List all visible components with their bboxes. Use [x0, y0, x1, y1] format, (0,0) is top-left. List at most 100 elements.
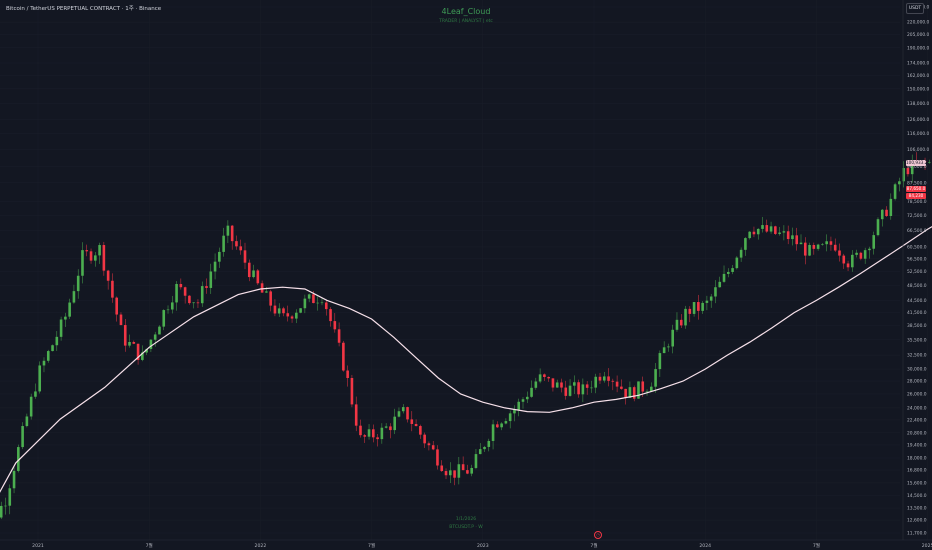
candle-body: [615, 381, 619, 387]
currency-badge[interactable]: USDT: [906, 3, 924, 14]
candle-body: [774, 226, 777, 234]
candle-body: [410, 419, 414, 424]
candle-body: [496, 424, 499, 428]
candle-body: [320, 302, 324, 304]
candle-body: [235, 241, 238, 247]
y-tick-label: 72,500.0: [907, 213, 927, 219]
price-axis: 240,000.0220,000.0205,000.0190,000.0174,…: [902, 0, 930, 540]
candle-body: [791, 235, 794, 240]
watermark-symbol: BTCUSDT.P · W: [449, 525, 483, 530]
candle-body: [466, 470, 469, 474]
candle-body: [453, 470, 456, 478]
y-tick-label: 78,500.0: [907, 199, 927, 205]
candle-body: [38, 365, 42, 392]
candle-body: [145, 348, 148, 353]
candle-body: [290, 316, 294, 319]
candle-body: [444, 471, 448, 476]
candle-body: [679, 319, 683, 326]
candle-body: [735, 257, 739, 269]
candle-body: [684, 308, 687, 326]
candle-body: [46, 351, 50, 361]
candle-body: [842, 255, 846, 264]
candle-body: [889, 198, 893, 217]
candles-layer: [0, 152, 931, 520]
candle-body: [230, 225, 234, 242]
candle-body: [98, 245, 101, 256]
candle-body: [218, 251, 221, 262]
y-tick-label: 38,500.0: [907, 323, 927, 329]
candle-body: [312, 294, 315, 304]
candle-body: [183, 287, 187, 296]
candle-body: [307, 294, 311, 299]
candle-body: [457, 464, 461, 478]
candle-body: [688, 308, 692, 314]
candle-body: [876, 219, 880, 236]
candle-body: [34, 391, 37, 397]
candle-body: [906, 168, 910, 175]
candle-body: [560, 382, 563, 388]
candle-body: [132, 342, 136, 344]
candle-body: [598, 376, 602, 381]
candle-body: [384, 426, 388, 428]
candle-body: [461, 464, 465, 471]
candle-body: [547, 376, 550, 379]
candle-body: [273, 305, 277, 314]
candle-body: [397, 411, 401, 417]
candle-body: [299, 308, 302, 313]
candle-body: [200, 286, 204, 304]
watermark-date: 1/1/2026: [455, 517, 477, 522]
candle-body: [333, 321, 337, 330]
candle-body: [247, 262, 251, 278]
symbol-title: Bitcoin / TetherUS PERPETUAL CONTRACT · …: [6, 6, 162, 12]
candle-body: [731, 268, 734, 272]
candle-body: [372, 429, 375, 438]
y-tick-label: 174,000.0: [907, 61, 930, 67]
candle-body: [726, 271, 730, 274]
x-tick-label: 2022: [255, 543, 267, 549]
y-tick-label: 20,800.0: [907, 430, 927, 436]
candle-body: [68, 302, 71, 317]
candle-body: [855, 252, 858, 255]
candle-body: [316, 302, 320, 304]
clock-icon[interactable]: ◷: [594, 531, 602, 539]
candle-body: [739, 249, 743, 258]
x-tick-label: 2021: [32, 543, 44, 549]
candle-body: [346, 370, 349, 378]
candle-body: [650, 386, 653, 392]
x-tick-label: 2024: [699, 543, 711, 549]
x-tick-label: 2023: [477, 543, 489, 549]
candle-body: [363, 435, 367, 437]
candle-body: [158, 326, 161, 335]
candle-body: [106, 270, 110, 281]
candle-body: [128, 342, 131, 346]
candle-body: [192, 302, 195, 304]
candle-body: [722, 273, 726, 282]
candle-body: [42, 360, 46, 366]
candle-body: [829, 241, 833, 245]
y-tick-label: 18,000.0: [907, 456, 927, 462]
candle-body: [872, 235, 876, 249]
candle-body: [611, 380, 615, 382]
watermark-title: 4Leaf_Cloud: [441, 7, 491, 16]
candle-body: [816, 244, 820, 249]
y-tick-label: 96,000.0: [907, 164, 927, 170]
candle-body: [607, 376, 610, 381]
candle-body: [119, 314, 123, 326]
candle-body: [543, 374, 546, 377]
candle-body: [675, 319, 679, 330]
candle-body: [521, 399, 525, 402]
candle-body: [863, 250, 867, 259]
candle-body: [662, 347, 666, 354]
candle-body: [170, 302, 174, 310]
x-tick-label: 2025: [922, 543, 932, 549]
candle-body: [141, 352, 144, 360]
y-tick-label: 48,500.0: [907, 283, 927, 289]
candle-body: [658, 353, 662, 370]
watermark-subtitle: TRADER | ANALYST | etc: [439, 19, 493, 24]
candle-body: [782, 231, 786, 233]
candle-body: [153, 334, 157, 340]
candle-body: [555, 382, 559, 388]
candle-body: [474, 454, 478, 468]
y-tick-label: 35,500.0: [907, 337, 927, 343]
